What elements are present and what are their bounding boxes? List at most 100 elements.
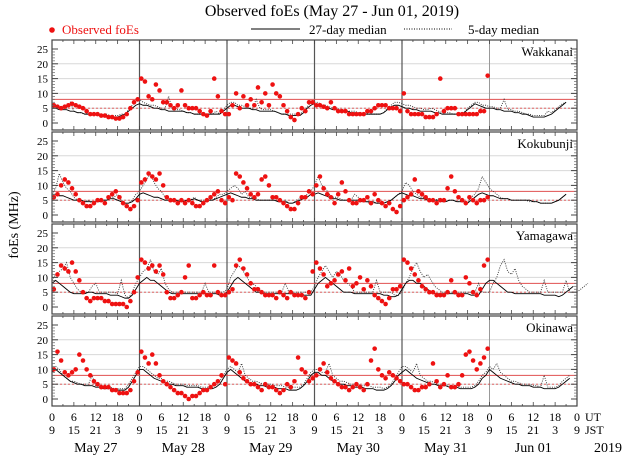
observed-point: [171, 295, 177, 301]
observed-point: [241, 180, 246, 185]
observed-point: [350, 384, 356, 390]
observed-point: [401, 381, 407, 387]
observed-point: [270, 292, 275, 298]
y-tick-label: 0: [43, 394, 49, 406]
observed-point: [135, 97, 140, 102]
observed-point: [201, 111, 206, 117]
observed-point: [405, 381, 410, 387]
observed-point: [376, 197, 381, 203]
y-tick-label: 20: [37, 243, 49, 255]
legend-27day-label: 27-day median: [309, 22, 387, 37]
x-tick-label-ut: 18: [287, 410, 299, 424]
observed-point: [365, 194, 370, 200]
observed-point: [361, 197, 367, 203]
x-tick-label-ut: 6: [158, 410, 164, 424]
x-tick-label-ut: 0: [137, 410, 143, 424]
observed-point: [84, 367, 89, 372]
observed-point: [259, 99, 264, 105]
observed-point: [292, 292, 297, 298]
observed-point: [390, 206, 396, 212]
observed-point: [131, 378, 137, 384]
observed-point: [233, 91, 239, 96]
observed-point: [113, 387, 119, 393]
observed-point: [390, 286, 396, 292]
median-27day-series: [52, 192, 567, 204]
observed-point: [190, 105, 195, 111]
observed-point: [69, 260, 75, 265]
observed-point: [354, 200, 359, 206]
x-tick-label-ut: 0: [312, 410, 318, 424]
observed-point: [197, 292, 202, 298]
observed-point: [255, 85, 261, 90]
observed-point: [321, 104, 326, 110]
observed-point: [208, 108, 213, 114]
station-label: Yamagawa: [516, 228, 573, 243]
observed-point: [153, 361, 159, 366]
median-5day-series: [51, 362, 570, 390]
day-label: May 27: [74, 441, 117, 456]
observed-point: [394, 209, 399, 215]
observed-point: [423, 384, 428, 390]
observed-point: [434, 111, 439, 117]
observed-point: [383, 102, 388, 108]
day-label: May 30: [337, 441, 380, 456]
observed-point: [142, 260, 148, 265]
observed-point: [346, 197, 352, 203]
observed-point: [321, 361, 326, 366]
observed-point: [109, 301, 115, 307]
observed-point: [357, 384, 363, 390]
observed-point: [171, 197, 177, 203]
panel-yamagawa: 0 5 10 15 20 25 Yamagawa: [37, 223, 589, 315]
observed-point: [80, 358, 86, 363]
observed-point: [131, 99, 137, 105]
day-label: May 28: [162, 441, 205, 456]
observed-point: [91, 200, 97, 206]
y-tick-label: 20: [37, 59, 49, 71]
observed-point: [248, 97, 253, 102]
observed-point: [390, 105, 396, 111]
observed-point: [157, 171, 162, 176]
station-label: Wakkanai: [521, 44, 573, 59]
observed-point: [295, 200, 301, 206]
observed-point: [456, 194, 461, 200]
observed-point: [186, 105, 192, 111]
observed-point: [416, 189, 421, 194]
observed-point: [135, 275, 140, 280]
observed-point: [361, 387, 367, 393]
observed-point: [160, 99, 166, 105]
observed-point: [390, 373, 396, 378]
observed-point: [310, 99, 315, 105]
observed-point: [142, 177, 148, 182]
observed-point: [452, 384, 458, 390]
observed-point: [179, 197, 184, 203]
observed-point: [182, 275, 188, 280]
x-tick-label-ut: 6: [333, 410, 339, 424]
observed-point: [69, 101, 75, 107]
observed-point: [102, 113, 108, 118]
observed-point: [441, 292, 447, 298]
observed-point: [193, 105, 199, 111]
observed-point: [193, 203, 199, 209]
day-label: Jun 01: [515, 441, 552, 456]
observed-point: [281, 292, 286, 298]
observed-point: [204, 292, 210, 298]
observed-point: [120, 114, 126, 120]
observed-point: [408, 111, 414, 117]
observed-point: [226, 289, 232, 295]
observed-point: [215, 378, 221, 384]
observed-point: [295, 355, 301, 360]
y-tick-label: 5: [43, 379, 49, 391]
observed-point: [201, 200, 206, 206]
observed-point: [332, 105, 337, 111]
observed-point: [299, 367, 305, 372]
observed-point: [339, 384, 345, 390]
observed-point: [160, 272, 166, 277]
x-tick-label-ut: 6: [508, 410, 514, 424]
observed-point: [91, 378, 97, 384]
x-tick-label-ut: 0: [399, 410, 405, 424]
x-tick-label-jst: 9: [224, 423, 230, 437]
observed-point: [230, 358, 235, 363]
observed-point: [244, 102, 250, 108]
observed-point: [84, 108, 89, 114]
observed-point: [284, 381, 290, 387]
